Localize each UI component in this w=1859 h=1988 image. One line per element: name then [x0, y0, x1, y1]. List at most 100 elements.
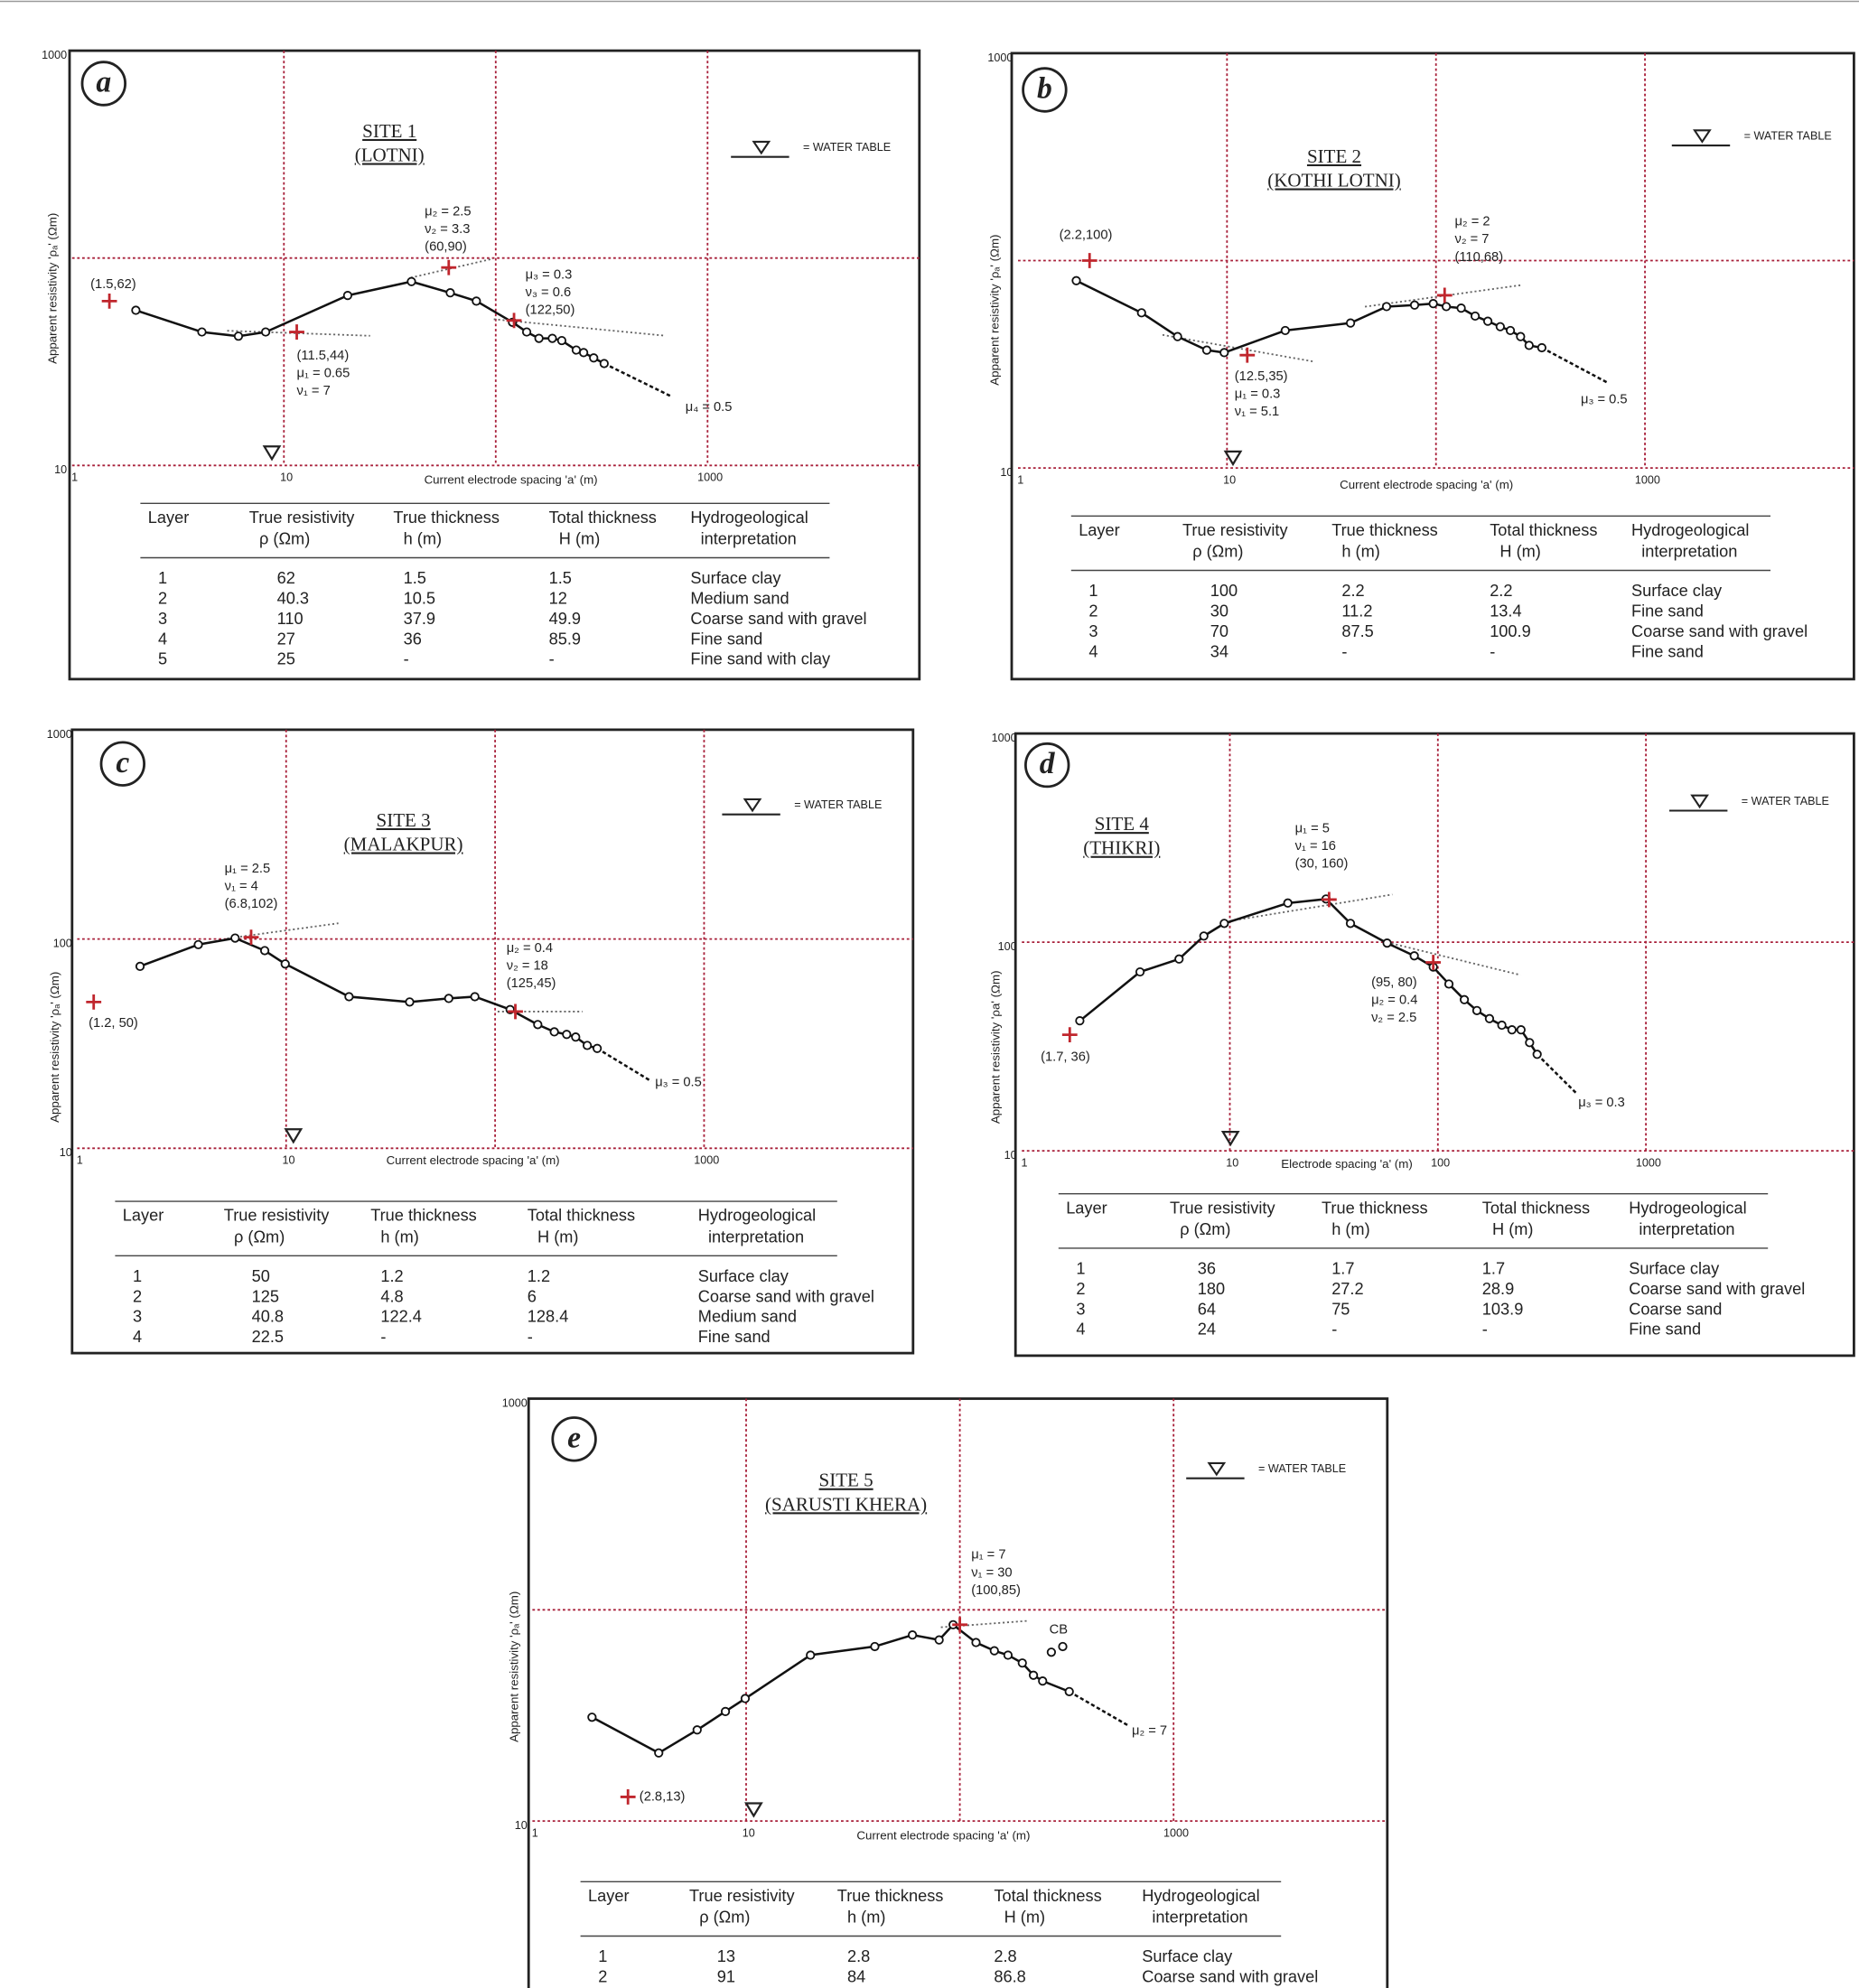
data-point [1017, 1658, 1027, 1668]
data-point [571, 345, 582, 355]
table-header: h (m) [404, 530, 442, 548]
inflection-cross [1061, 1027, 1078, 1042]
inflection-cross [86, 994, 102, 1010]
table-cell: Coarse sand with gravel [698, 1287, 874, 1305]
table-cell: 62 [277, 569, 295, 587]
data-point [720, 1706, 731, 1716]
table-header: True thickness [837, 1887, 944, 1905]
table-cell: 64 [1198, 1300, 1216, 1318]
panel-label: b [1037, 72, 1052, 106]
table-header: h (m) [847, 1909, 885, 1927]
data-point [1409, 300, 1420, 310]
table-header: True resistivity [1182, 521, 1288, 539]
table-cell: 12 [549, 590, 567, 608]
y-axis-label: Apparent resistivity 'ρₐ' (Ωm) [507, 1591, 520, 1742]
data-point [692, 1725, 702, 1735]
sounding-curve [591, 1623, 1070, 1755]
table-cell: 180 [1198, 1280, 1225, 1298]
y-tick-label: 10 [515, 1819, 528, 1832]
annotation: (1.7, 36) [1041, 1050, 1090, 1065]
table-cell: 6 [528, 1287, 537, 1305]
annotation: μ₁ = 7 [971, 1548, 1005, 1563]
extrapolation [1069, 1690, 1130, 1728]
panel-title: (SARUSTI KHERA) [765, 1493, 927, 1515]
annotation: μ₂ = 0.4 [507, 941, 553, 956]
annotation: μ₁ = 5 [1295, 821, 1330, 835]
panel-badge [551, 1416, 597, 1462]
data-point [406, 276, 416, 286]
data-point [971, 1638, 981, 1647]
table-cell: Surface clay [1142, 1947, 1233, 1965]
table-cell: 2 [1076, 1280, 1085, 1298]
panel-frame [1014, 732, 1855, 1358]
table-cell: Fine sand [1631, 602, 1704, 621]
annotation: μ₂ = 0.4 [1371, 993, 1417, 1007]
table-header: interpretation [1641, 543, 1737, 561]
data-point [233, 331, 244, 341]
data-point [1516, 331, 1526, 341]
data-point [571, 1032, 581, 1042]
table-cell: Coarse sand with gravel [690, 610, 866, 628]
panel-frame [527, 1397, 1389, 1988]
cb-label: CB [1050, 1623, 1069, 1638]
legend-triangle [1693, 129, 1712, 144]
table-cell: 1.5 [549, 569, 572, 587]
x-tick-label: 10 [743, 1826, 755, 1839]
data-point [444, 994, 453, 1003]
table-cell: Fine sand [690, 630, 762, 648]
annotation: (2.8,13) [640, 1789, 686, 1804]
table-header: Hydrogeological [1631, 521, 1749, 539]
x-axis-label: Current electrode spacing 'a' (m) [856, 1828, 1030, 1842]
table-header: Layer [148, 509, 189, 527]
x-tick-label: 10 [1223, 473, 1236, 486]
table-cell: Medium sand [698, 1308, 797, 1326]
table-cell: 1 [1088, 582, 1098, 600]
x-tick-label: 1000 [1636, 1156, 1661, 1169]
table-header: H (m) [559, 530, 600, 548]
table-cell: Surface clay [690, 569, 781, 587]
annotation: (1.2, 50) [89, 1016, 138, 1031]
data-point [589, 353, 599, 363]
panel-title: (THIKRI) [1083, 837, 1160, 859]
data-point [1280, 325, 1290, 336]
data-point [1345, 919, 1356, 929]
data-point [405, 997, 415, 1007]
data-point [1064, 1686, 1074, 1696]
inflection-cross [441, 259, 457, 275]
data-point [470, 992, 480, 1002]
data-point [534, 333, 544, 343]
panel: 1 10 1000 10 1000 Current electrode spacing '… [502, 1396, 1389, 1988]
data-point [472, 296, 481, 306]
table-cell: - [528, 1328, 533, 1346]
x-tick-label: 10 [283, 1154, 295, 1167]
annotation: ν₁ = 5.1 [1235, 405, 1279, 419]
table-cell: 70 [1210, 622, 1228, 640]
data-point [806, 1650, 816, 1660]
table-cell: 122.4 [380, 1308, 422, 1326]
water-table-marker [1223, 450, 1243, 467]
data-point [1516, 1025, 1526, 1035]
legend-text: = WATER TABLE [803, 141, 891, 154]
panel-title: SITE 2 [1307, 145, 1361, 167]
table-cell: Coarse sand with gravel [1629, 1280, 1805, 1298]
panel-frame [70, 728, 915, 1355]
inflection-cross [1425, 955, 1442, 970]
table-header: Layer [1079, 521, 1120, 539]
data-point [1136, 308, 1146, 318]
table-cell: 2.8 [994, 1947, 1016, 1965]
panel-label: e [567, 1421, 581, 1454]
y-axis-label: Apparent resistivity 'ρₐ' (Ωm) [48, 972, 61, 1123]
table-cell: 5 [158, 650, 167, 668]
table-cell: 37.9 [404, 610, 435, 628]
x-tick-label: 1000 [1635, 473, 1660, 486]
table-header: Total thickness [1482, 1199, 1590, 1217]
annotation: μ₁ = 2.5 [225, 862, 271, 876]
x-tick-label: 1 [77, 1154, 83, 1167]
panel-badge [99, 741, 145, 787]
tail-label: μ₃ = 0.5 [1581, 392, 1628, 406]
data-point [1537, 342, 1546, 353]
table-cell: 2.8 [847, 1947, 870, 1965]
table-cell: 1 [133, 1267, 142, 1285]
table-cell: Fine sand [698, 1328, 771, 1346]
